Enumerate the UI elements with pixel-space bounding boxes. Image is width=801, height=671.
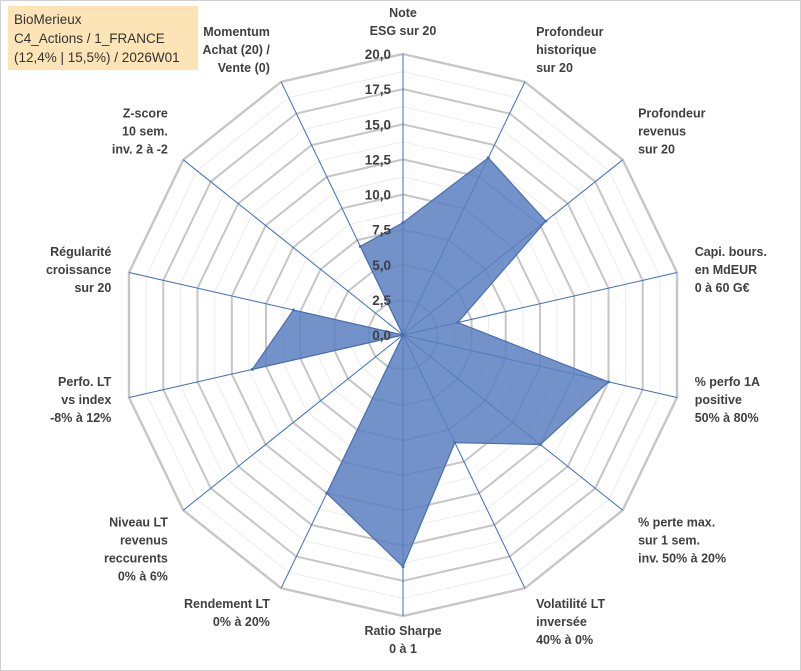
axis-label-line: Perfo. LT: [58, 375, 112, 389]
axis-label: Rendement LT 0% à 20%: [184, 597, 270, 629]
axis-label-line: reccurents: [104, 552, 168, 566]
axis-label-line: sur 20: [536, 61, 573, 75]
data-point: [401, 565, 405, 569]
tick-label: 17,5: [365, 82, 392, 97]
axis-label: Z-score 10 sem. inv. 2 à -2: [112, 106, 168, 156]
chart-title-box: BioMerieux C4_Actions / 1_FRANCE (12,4% …: [8, 6, 198, 70]
data-point: [453, 441, 457, 445]
axis-label-line: revenus: [638, 124, 686, 138]
title-line-1: BioMerieux: [14, 12, 82, 27]
axis-label-line: % perte max.: [638, 516, 715, 530]
axis-label-line: sur 20: [638, 142, 675, 156]
data-point: [401, 221, 405, 225]
tick-label: 5,0: [372, 258, 391, 273]
axis-label-line: vs index: [61, 393, 111, 407]
axis-label: Profondeur revenus sur 20: [638, 106, 705, 156]
axis-label-line: Vente (0): [218, 61, 270, 75]
axis-spoke: [182, 159, 404, 336]
axis-label-line: Régularité: [50, 245, 111, 259]
axis-label: Profondeur historique sur 20: [536, 25, 603, 75]
axis-label-line: 40% à 0%: [536, 633, 593, 647]
data-point: [538, 443, 542, 446]
data-point: [401, 333, 405, 337]
tick-label: 20,0: [365, 47, 391, 62]
data-point: [358, 244, 362, 248]
tick-label: 15,0: [365, 117, 391, 132]
axis-label-line: 0% à 6%: [118, 570, 168, 584]
axis-label-line: historique: [536, 43, 596, 57]
axis-label-line: -8% à 12%: [50, 411, 111, 425]
axis-label-line: Volatilité LT: [536, 597, 605, 611]
axis-label-line: en MdEUR: [695, 263, 758, 277]
data-point: [456, 321, 460, 324]
axis-label-line: 50% à 80%: [695, 411, 759, 425]
tick-label: 10,0: [365, 188, 391, 203]
axis-label-line: 0% à 20%: [213, 615, 270, 629]
data-point: [607, 380, 610, 384]
axis-label-line: Rendement LT: [184, 597, 270, 611]
data-point: [544, 219, 548, 223]
axis-label-line: inv. 50% à 20%: [638, 552, 726, 566]
tick-label: 2,5: [372, 293, 391, 308]
axis-label: Momentum Achat (20) / Vente (0): [203, 25, 271, 75]
axis-label-line: inversée: [536, 615, 587, 629]
axis-label-line: Capi. bours.: [695, 245, 767, 259]
axis-label-line: 0 à 60 G€: [695, 281, 750, 295]
data-point: [486, 156, 490, 160]
axis-label: % perfo 1A positive 50% à 80%: [695, 375, 760, 425]
axis-label: Perfo. LT vs index -8% à 12%: [50, 375, 112, 425]
axis-label-line: ESG sur 20: [370, 24, 437, 38]
axis-label: Ratio Sharpe 0 à 1: [364, 624, 441, 656]
axis-label-line: sur 1 sem.: [638, 534, 700, 548]
axis-label-line: Achat (20) /: [203, 43, 271, 57]
data-point: [325, 491, 329, 495]
tick-label: 12,5: [365, 152, 392, 167]
axis-label: Capi. bours. en MdEUR 0 à 60 G€: [695, 245, 767, 295]
axis-label-line: Note: [389, 6, 417, 20]
axis-label-line: Niveau LT: [109, 516, 168, 530]
axis-spoke: [182, 334, 404, 511]
axis-label: % perte max. sur 1 sem. inv. 50% à 20%: [638, 516, 726, 566]
data-point: [291, 308, 295, 312]
tick-label: 7,5: [372, 223, 391, 238]
tick-label: 0,0: [372, 328, 391, 343]
axis-label-line: inv. 2 à -2: [112, 142, 168, 156]
axis-label-line: 10 sem.: [122, 124, 168, 138]
axis-label-line: Ratio Sharpe: [364, 624, 441, 638]
axis-label: Niveau LT revenus reccurents 0% à 6%: [104, 516, 168, 584]
data-point: [250, 367, 254, 371]
axis-label-line: Z-score: [123, 106, 168, 120]
axis-label: Volatilité LT inversée 40% à 0%: [536, 597, 605, 647]
axis-label-line: positive: [695, 393, 742, 407]
title-line-2: C4_Actions / 1_FRANCE: [14, 31, 165, 46]
axis-label-line: croissance: [46, 263, 111, 277]
axis-label-line: sur 20: [74, 281, 111, 295]
data-series-area: [250, 156, 610, 568]
axis-label-line: % perfo 1A: [695, 375, 760, 389]
title-line-3: (12,4% | 15,5%) / 2026W01: [14, 50, 180, 65]
axis-label: Note ESG sur 20: [370, 6, 437, 38]
axis-label-line: Momentum: [203, 25, 270, 39]
axis-label-line: revenus: [120, 534, 168, 548]
axis-label: Régularité croissance sur 20: [46, 245, 111, 295]
axis-label-line: Profondeur: [638, 106, 705, 120]
axis-label-line: 0 à 1: [389, 642, 417, 656]
axis-label-line: Profondeur: [536, 25, 603, 39]
